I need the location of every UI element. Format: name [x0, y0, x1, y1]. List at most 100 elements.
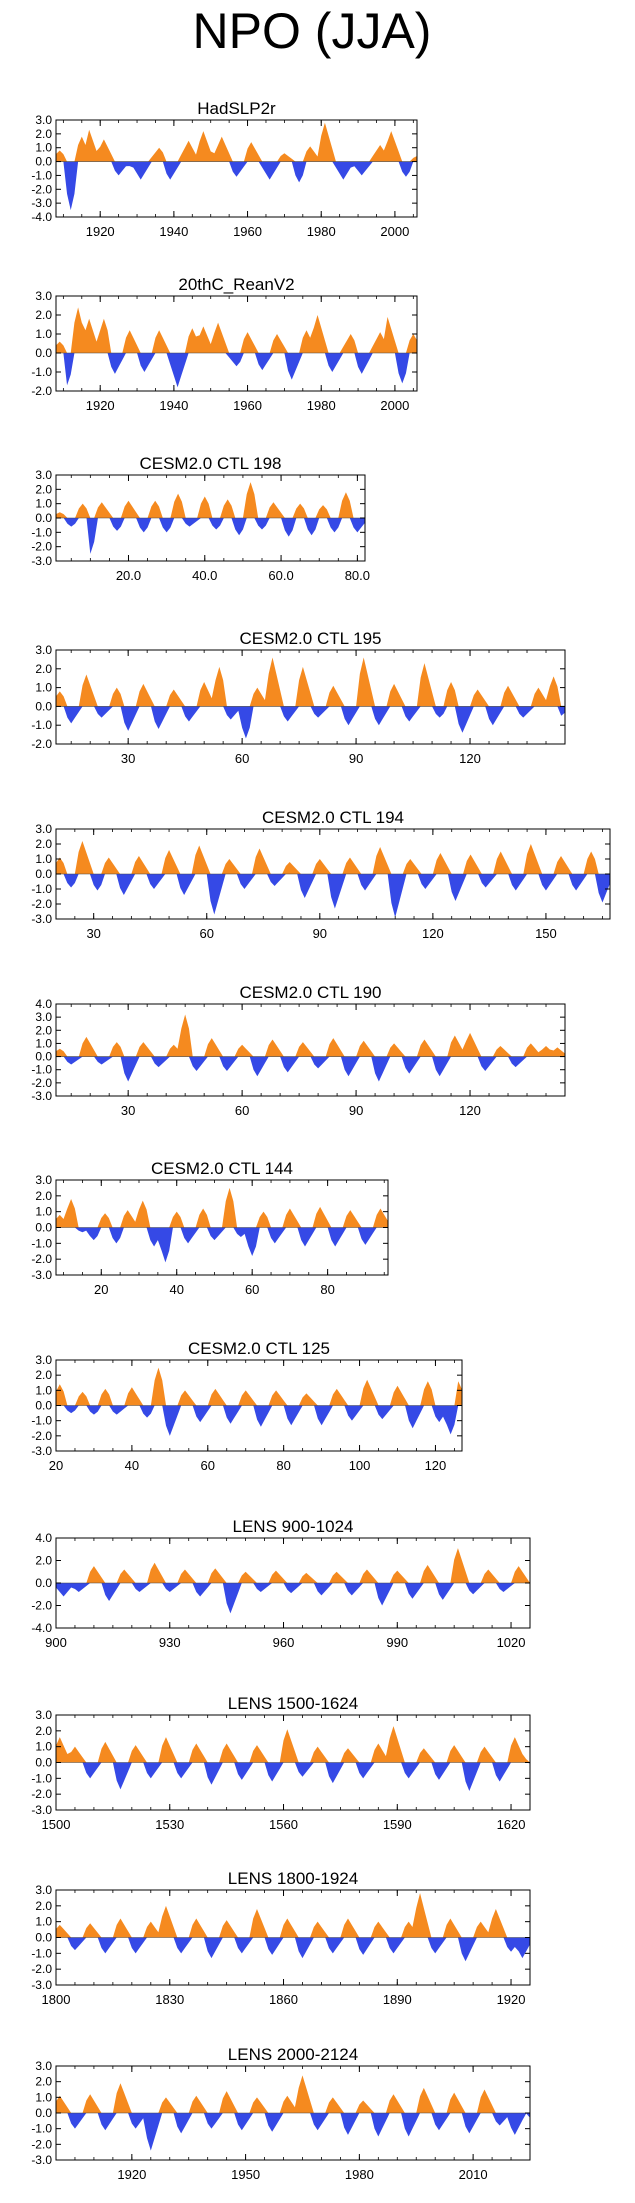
x-tick-label: 1960 [233, 224, 262, 239]
y-tick-label: -3.0 [31, 196, 52, 210]
x-tick-label: 1960 [233, 398, 262, 413]
y-tick-label: 3.0 [35, 2059, 52, 2073]
y-tick-label: 2.0 [35, 1899, 52, 1913]
chart-panel: CESM2.0 CTL 194 3.02.01.00.0-1.0-2.0-3.0 3… [31, 808, 611, 941]
y-tick-label: -2.0 [31, 384, 52, 398]
x-tick-label: 1530 [155, 1817, 184, 1832]
y-tick-label: 1.0 [35, 2090, 52, 2104]
negative-area [56, 1056, 565, 1082]
y-tick-label: 3.0 [35, 1883, 52, 1897]
x-tick-label: 1830 [155, 1992, 184, 2007]
y-tick-label: 4.0 [35, 997, 52, 1011]
y-tick-label: 2.0 [35, 308, 52, 322]
x-tick-label: 60.0 [268, 568, 293, 583]
x-tick-label: 20 [94, 1282, 108, 1297]
y-tick-label: 3.0 [35, 1010, 52, 1024]
positive-area [56, 1367, 462, 1406]
x-tick-label: 1890 [383, 1992, 412, 2007]
y-tick-label: 3.0 [35, 1353, 52, 1367]
y-tick-label: -3.0 [31, 1268, 52, 1282]
negative-area [56, 1227, 388, 1263]
x-tick-label: 960 [273, 1635, 295, 1650]
y-tick-label: -1.0 [31, 365, 52, 379]
chart-panel: 20thC_ReanV2 3.0 2.0 1.0 0.0 -1.0 -2.0 1920 1940… [31, 275, 418, 413]
x-tick-label: 930 [159, 1635, 181, 1650]
y-tick-label: -2.0 [31, 1787, 52, 1801]
y-tick-label: 2.0 [35, 1023, 52, 1037]
negative-area [56, 1937, 530, 1962]
y-tick-label: -1.0 [31, 882, 52, 896]
positive-area [56, 482, 365, 518]
chart-panel: HadSLP2r 3.02.01.00.0-1.0-2.0-3.0-4.0 1920… [31, 99, 418, 239]
y-tick-label: -1.0 [31, 525, 52, 539]
y-tick-label: -2.0 [31, 1076, 52, 1090]
x-tick-label: 100 [349, 1458, 371, 1473]
y-tick-label: -2.0 [31, 1429, 52, 1443]
y-tick-label: -2.0 [31, 1252, 52, 1266]
y-tick-label: 0.0 [35, 2106, 52, 2120]
y-tick-label: 1.0 [35, 1915, 52, 1929]
y-tick-label: -2.0 [31, 737, 52, 751]
x-tick-label: 40 [125, 1458, 139, 1473]
x-tick-label: 1020 [497, 1635, 526, 1650]
x-tick-label: 1800 [42, 1992, 71, 2007]
x-tick-label: 1620 [497, 1817, 526, 1832]
y-tick-label: 1.0 [35, 681, 52, 695]
chart-title: LENS 900-1024 [233, 1517, 354, 1536]
y-tick-label: 0.0 [35, 1756, 52, 1770]
chart-panel: LENS 2000-2124 3.0 2.01.0 0.0 -1.0-2.0 -3.0 19… [31, 2045, 531, 2182]
figure-title: NPO (JJA) [193, 3, 432, 59]
y-tick-label: -2.0 [31, 2137, 52, 2151]
y-tick-label: 0.0 [35, 1050, 52, 1064]
y-tick-label: -1.0 [31, 718, 52, 732]
y-tick-label: 3.0 [35, 822, 52, 836]
x-tick-label: 1920 [86, 224, 115, 239]
x-tick-label: 150 [535, 926, 557, 941]
y-tick-label: 0.0 [35, 1931, 52, 1945]
y-tick-label: -1.0 [31, 1771, 52, 1785]
x-tick-label: 1950 [231, 2167, 260, 2182]
x-tick-label: 80 [320, 1282, 334, 1297]
x-tick-label: 1560 [269, 1817, 298, 1832]
chart-title: LENS 2000-2124 [228, 2045, 358, 2064]
y-tick-label: 2.0 [35, 837, 52, 851]
chart-title: CESM2.0 CTL 194 [262, 808, 404, 827]
y-tick-label: 1.0 [35, 327, 52, 341]
panels: HadSLP2r3.02.01.00.0-1.0-2.0-3.0-4.01920… [31, 99, 611, 2182]
y-tick-label: -1.0 [31, 1236, 52, 1250]
chart-panel: CESM2.0 CTL 190 4.03.02.01.00.0-1.0-2.0-3… [31, 983, 566, 1118]
chart-title: CESM2.0 CTL 144 [151, 1159, 293, 1178]
x-tick-label: 120 [425, 1458, 447, 1473]
negative-area [56, 518, 365, 554]
negative-area [56, 874, 610, 918]
y-tick-label: -2.0 [31, 182, 52, 196]
positive-area [56, 122, 417, 162]
chart-panel: LENS 1800-19243.02.01.00.0-1.0-2.0-3.018… [31, 1869, 531, 2007]
negative-area [56, 161, 417, 211]
x-tick-label: 1500 [42, 1817, 71, 1832]
y-tick-label: 3.0 [35, 1708, 52, 1722]
y-tick-label: 1.0 [35, 1383, 52, 1397]
y-tick-label: 3.0 [35, 1173, 52, 1187]
x-tick-label: 1980 [307, 224, 336, 239]
y-tick-label: 3.0 [35, 113, 52, 127]
y-tick-label: 1.0 [35, 141, 52, 155]
chart-title: CESM2.0 CTL 198 [139, 454, 281, 473]
x-tick-label: 40 [169, 1282, 183, 1297]
y-tick-label: -2.0 [31, 540, 52, 554]
y-tick-label: -1.0 [31, 168, 52, 182]
x-tick-label: 90 [313, 926, 327, 941]
y-tick-label: 0.0 [35, 155, 52, 169]
x-tick-label: 2000 [380, 224, 409, 239]
positive-area [56, 1187, 388, 1228]
y-tick-label: -3.0 [31, 912, 52, 926]
x-tick-label: 90 [349, 751, 363, 766]
x-tick-label: 1980 [345, 2167, 374, 2182]
y-tick-label: 0.0 [35, 867, 52, 881]
y-tick-label: 2.0 [35, 1368, 52, 1382]
y-tick-label: -3.0 [31, 554, 52, 568]
chart-panel: CESM2.0 CTL 125 3.02.01.0 0.0-1.0-2.0-3.02… [31, 1339, 463, 1473]
y-tick-label: 2.0 [35, 482, 52, 496]
positive-area [56, 657, 565, 707]
x-tick-label: 1940 [159, 398, 188, 413]
